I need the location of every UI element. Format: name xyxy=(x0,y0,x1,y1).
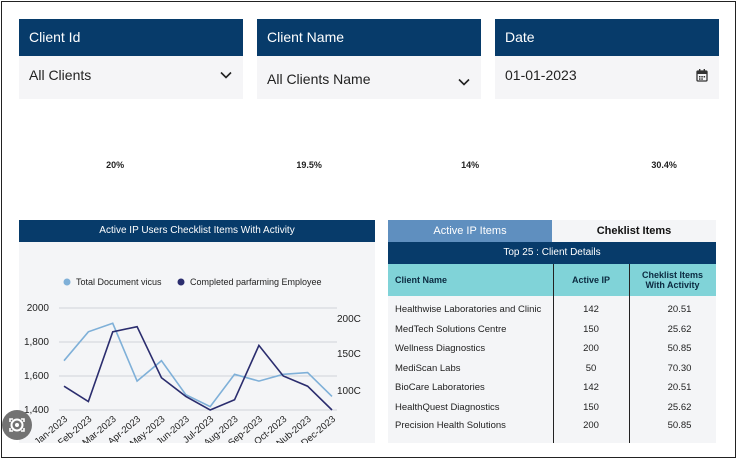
table-row[interactable]: BioCare Laboratories 142 20.51 xyxy=(388,377,716,397)
y-tick-label: 2000 xyxy=(27,303,50,314)
y2-tick-label: 100C xyxy=(337,386,361,397)
cell-checklist: 20.51 xyxy=(667,303,692,315)
cell-client-name: MediScan Labs xyxy=(395,362,461,374)
lens-icon xyxy=(9,418,25,432)
kpi-value: 8,385/ xyxy=(384,152,446,177)
kpi-badge: 14% xyxy=(454,157,487,173)
cell-active-ip: 150 xyxy=(583,401,599,413)
date-value: 01-01-2023 xyxy=(505,67,577,83)
calendar-icon[interactable] xyxy=(695,68,709,82)
table-row[interactable]: Healthwise Laboratories and Clinic 142 20.… xyxy=(388,299,716,319)
cell-checklist: 50.85 xyxy=(667,342,692,354)
cell-active-ip: 142 xyxy=(583,381,599,393)
filter-date[interactable]: Date 01-01-2023 xyxy=(495,19,719,99)
table-title: Top 25 : Client Details xyxy=(388,242,716,264)
cell-checklist: 25.62 xyxy=(667,323,692,335)
cell-active-ip: 200 xyxy=(583,342,599,354)
y-tick-label: 1,600 xyxy=(24,371,49,382)
cell-checklist: 50.85 xyxy=(667,419,692,431)
column-divider xyxy=(553,264,554,443)
filter-label: Client Name xyxy=(257,19,481,56)
cell-client-name: Precision Health Solutions xyxy=(395,419,506,431)
table-header: Client Name Active IP Cheklist Items Wit… xyxy=(388,264,716,296)
kpi-active-ip-users: Active IP Users 8,385/14% xyxy=(374,119,538,201)
kpi-badge: 30.4% xyxy=(644,157,684,173)
chart-panel: Active IP Users Checklist Items With Act… xyxy=(19,220,375,449)
filter-value: All Clients xyxy=(29,67,92,83)
table-row[interactable]: MediScan Labs 50 70.30 xyxy=(388,358,716,378)
y2-tick-label: 150C xyxy=(337,349,361,360)
kpi-title: Inspection Events xyxy=(29,129,148,146)
cell-active-ip: 200 xyxy=(583,419,599,431)
tab-cheklist-items[interactable]: Cheklist Items xyxy=(552,220,716,242)
filter-client-name[interactable]: Client Name All Clients Name xyxy=(257,19,481,99)
kpi-badge: 19.5% xyxy=(289,157,329,173)
kpi-title: Deficiencies xyxy=(562,129,643,146)
cell-client-name: MedTech Solutions Centre xyxy=(395,323,507,335)
kpi-title: Active IP Users xyxy=(384,129,487,146)
filter-label: Client Id xyxy=(19,19,243,56)
tab-active-ip-items[interactable]: Active IP Items xyxy=(388,220,552,242)
cell-active-ip: 150 xyxy=(583,323,599,335)
filter-client-id[interactable]: Client Id All Clients xyxy=(19,19,243,99)
line-chart: Total Document vicus Completed parfarming… xyxy=(24,277,361,449)
cell-client-name: Wellness Diagnostics xyxy=(395,342,486,354)
cell-active-ip: 50 xyxy=(585,362,597,374)
kpi-checklist-items: Checklist Items 14,656/19.5% xyxy=(197,119,361,201)
table-row[interactable]: Precision Health Solutions 200 50.85 xyxy=(388,415,716,435)
y2-tick-label: 200C xyxy=(337,314,361,325)
kpi-inspection-events: Inspection Events 1,756/20% xyxy=(19,119,183,201)
cell-active-ip: 142 xyxy=(583,303,599,315)
kpi-deficiencies: Deficiencies 10,798/30.4% xyxy=(552,119,716,201)
cell-client-name: Healthwise Laboratories and Clinic xyxy=(395,303,542,315)
legend-label: Total Document vicus xyxy=(76,277,162,287)
cell-checklist: 25.62 xyxy=(667,401,692,413)
legend-label: Completed parfarming Employee xyxy=(190,277,322,287)
y-tick-label: 1,800 xyxy=(24,337,49,348)
column-header-client-name: Client Name xyxy=(395,275,448,285)
column-header-checklist: Cheklist Items With Activity xyxy=(641,270,704,290)
table-tabs: Active IP Items Cheklist Items xyxy=(388,220,716,242)
table-row[interactable]: Wellness Diagnostics 200 50.85 xyxy=(388,338,716,358)
chart-title: Active IP Users Checklist Items With Act… xyxy=(19,220,375,242)
cell-checklist: 20.51 xyxy=(667,381,692,393)
kpi-value: 14,656/ xyxy=(207,152,281,177)
legend-marker xyxy=(177,278,185,286)
y-tick-label: 1,400 xyxy=(24,405,49,416)
table-body: Healthwise Laboratories and Clinic 142 20.… xyxy=(388,296,716,443)
legend-marker xyxy=(63,278,71,286)
series-line xyxy=(63,325,333,411)
filter-label: Date xyxy=(495,19,719,56)
cell-client-name: BioCare Laboratories xyxy=(395,381,485,393)
cell-client-name: HealthQuest Diagnostics xyxy=(395,401,500,413)
series-line xyxy=(63,322,333,408)
kpi-badge: 20% xyxy=(99,157,132,173)
kpi-title: Checklist Items xyxy=(207,129,309,146)
filter-value: All Clients Name xyxy=(267,71,371,87)
kpi-value: 1,756/ xyxy=(29,152,91,177)
chevron-down-icon[interactable] xyxy=(457,75,471,89)
kpi-value: 10,798/ xyxy=(562,152,636,177)
column-header-active-ip: Active IP xyxy=(571,275,611,285)
table-row[interactable]: HealthQuest Diagnostics 150 25.62 xyxy=(388,397,716,417)
lens-search-button[interactable] xyxy=(2,410,32,440)
cell-checklist: 70.30 xyxy=(667,362,692,374)
chevron-down-icon[interactable] xyxy=(219,68,233,82)
column-divider xyxy=(629,264,630,443)
table-row[interactable]: MedTech Solutions Centre 150 25.62 xyxy=(388,319,716,339)
